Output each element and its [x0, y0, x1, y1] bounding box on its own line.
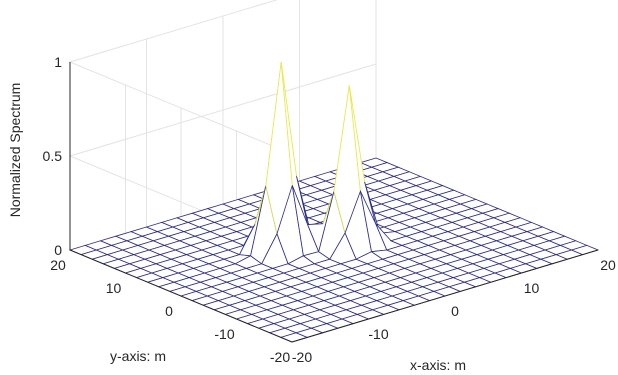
z-axis-label: Normalized Spectrum — [7, 83, 23, 218]
y-tick-label: -20 — [270, 349, 290, 365]
y-tick-label: 0 — [165, 303, 173, 319]
x-axis-label: x-axis: m — [410, 357, 466, 373]
y-tick-label: 10 — [106, 280, 122, 296]
x-tick-label: 10 — [524, 280, 540, 296]
z-tick-label: 0 — [54, 242, 62, 258]
x-tick-label: 0 — [451, 303, 459, 319]
y-axis-line — [69, 249, 293, 343]
x-tick-label: 20 — [600, 257, 616, 273]
x-tick-label: -20 — [292, 349, 312, 365]
x-tick-label: -10 — [368, 326, 388, 342]
surface-mesh — [68, 61, 600, 343]
axes — [69, 62, 599, 343]
z-tick-label: 1 — [54, 54, 62, 70]
z-tick-label: 0.5 — [43, 148, 63, 164]
y-tick-label: -10 — [214, 326, 234, 342]
y-tick-label: 20 — [50, 257, 66, 273]
y-axis-label: y-axis: m — [110, 348, 166, 364]
x-axis-line — [291, 249, 599, 343]
